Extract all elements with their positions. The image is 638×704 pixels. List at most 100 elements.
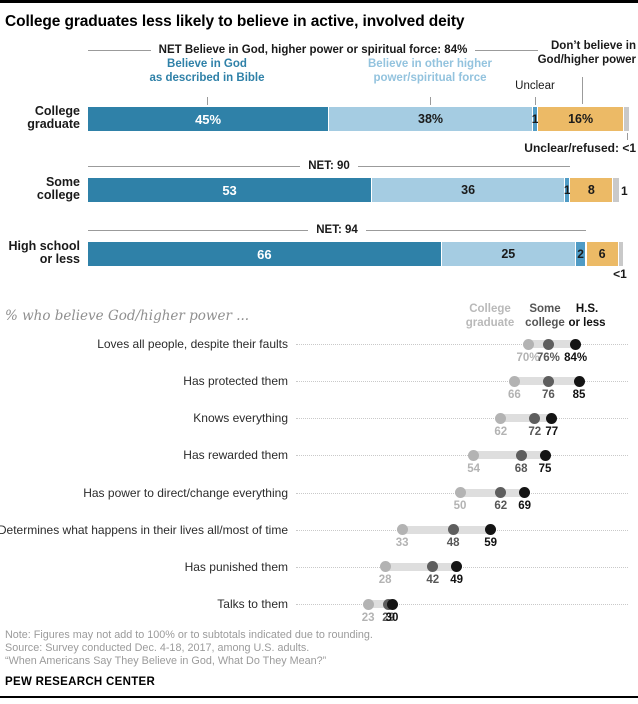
data-dot-value-label: 70% — [516, 351, 540, 364]
bar-segment-unclear-refused — [618, 242, 624, 266]
bar-segment-unclear-refused — [624, 107, 629, 131]
bar-segment-other-power: 25 — [441, 242, 576, 266]
net-label: NET: 90 — [308, 160, 350, 172]
legend-other-higher-power: Believe in other higher power/spiritual … — [368, 58, 492, 84]
data-dot-hs-or-less — [485, 524, 497, 536]
dot-row-label: Has rewarded them — [183, 448, 288, 463]
dot-row-leader-line — [296, 418, 628, 420]
bottom-rule — [0, 696, 638, 698]
legend-unclear: Unclear — [515, 80, 555, 92]
dot-row-label: Loves all people, despite their faults — [97, 337, 288, 351]
dot-connector — [460, 488, 525, 497]
column-header-college-graduate: College graduate — [465, 303, 515, 329]
bar-segment-unclear: 1 — [564, 178, 571, 202]
data-dot-hs-or-less — [570, 338, 582, 350]
net-label: NET: 94 — [316, 224, 358, 236]
data-dot-some-college — [427, 561, 439, 573]
dot-row-leader-line — [296, 455, 628, 457]
data-dot-hs-or-less — [386, 598, 398, 610]
bar-segment-dont-believe: 8 — [570, 178, 614, 202]
data-dot-college-graduate — [362, 598, 374, 610]
net-rule-right — [365, 229, 587, 231]
tick-bible-segment — [207, 97, 208, 105]
data-dot-some-college — [529, 412, 541, 424]
tick-unclear-refused-row1 — [627, 133, 628, 140]
data-dot-college-graduate — [454, 487, 466, 499]
data-dot-college-graduate — [508, 375, 520, 387]
bar-category-label: College graduate — [27, 104, 80, 131]
data-dot-value-label: 75 — [538, 462, 552, 475]
column-header-hs-or-less: H.S. or less — [568, 303, 606, 329]
bar-segment-bible: 53 — [88, 178, 373, 202]
dot-row-label: Has punished them — [184, 559, 288, 574]
dot-row-label: Has protected them — [183, 374, 288, 389]
net-rule-left — [88, 49, 151, 51]
data-dot-hs-or-less — [451, 561, 463, 573]
data-dot-value-label: 72 — [528, 425, 542, 438]
data-dot-value-label: 42 — [426, 574, 440, 587]
bar-segment-bible: 45% — [88, 107, 330, 131]
data-dot-value-label: 68 — [514, 462, 528, 475]
data-dot-value-label: 77 — [545, 425, 559, 438]
dot-row-leader-line — [296, 604, 628, 606]
page-title: College graduates less likely to believe… — [5, 13, 465, 30]
data-dot-value-label: 49 — [450, 574, 463, 587]
net-rule-right — [357, 165, 571, 167]
data-dot-college-graduate — [379, 561, 391, 573]
data-dot-college-graduate — [495, 412, 507, 424]
dot-connector — [385, 562, 457, 571]
net-rule-right — [475, 49, 538, 51]
data-dot-hs-or-less — [573, 375, 585, 387]
data-dot-hs-or-less — [546, 412, 558, 424]
data-dot-some-college — [542, 375, 554, 387]
data-dot-value-label: 84% — [564, 351, 588, 364]
tick-other-power-segment — [430, 97, 431, 105]
data-dot-value-label: 50 — [453, 500, 467, 513]
dot-row-leader-line — [296, 344, 628, 345]
bar-category-label: Some college — [36, 175, 80, 202]
footer-source: Source: Survey conducted Dec. 4-18, 2017… — [5, 642, 310, 654]
data-dot-college-graduate — [396, 524, 408, 536]
tick-unclear-segment — [535, 97, 536, 105]
top-rule — [0, 0, 638, 3]
data-dot-some-college — [542, 338, 554, 350]
data-dot-value-label: 28 — [378, 574, 392, 587]
data-dot-value-label: 29 — [382, 611, 395, 624]
net-rule-left — [88, 165, 301, 167]
unclear-refused-label-row3: <1 — [613, 267, 627, 281]
dotplot-section-title: % who believe God/higher power ... — [5, 308, 250, 324]
dot-row-leader-line — [296, 381, 628, 383]
data-dot-value-label: 85 — [572, 388, 586, 401]
footer-note: Note: Figures may not add to 100% or to … — [5, 629, 373, 641]
bar-segment-other-power: 38% — [329, 107, 533, 131]
data-dot-some-college — [515, 449, 527, 461]
data-dot-value-label: 62 — [494, 425, 508, 438]
dot-connector — [473, 451, 545, 460]
data-dot-hs-or-less — [519, 487, 531, 499]
bar-segment-unclear: 2 — [575, 242, 587, 266]
bar-category-label: High school or less — [8, 239, 80, 266]
unclear-refused-note-row1: Unclear/refused: <1 — [524, 141, 636, 155]
data-dot-college-graduate — [468, 449, 480, 461]
data-dot-value-label: 62 — [494, 500, 508, 513]
dot-connector — [500, 414, 552, 423]
footer-report-title: “When Americans Say They Believe in God,… — [5, 655, 327, 667]
unclear-refused-label-row2: 1 — [621, 184, 628, 198]
data-dot-value-label: 48 — [446, 537, 460, 550]
net-line-some-college: NET: 90 — [88, 159, 571, 173]
dot-connector — [402, 525, 491, 534]
dot-row-label: Has power to direct/change everything — [83, 485, 288, 500]
bar-segment-bible: 66 — [88, 242, 442, 266]
bar-segment-other-power: 36 — [372, 178, 566, 202]
column-header-some-college: Some college — [525, 303, 565, 329]
bar-segment-unclear: 1 — [532, 107, 538, 131]
data-dot-hs-or-less — [539, 449, 551, 461]
data-dot-value-label: 69 — [518, 500, 531, 513]
net-rule-left — [88, 229, 309, 231]
data-dot-value-label: 76% — [536, 351, 560, 364]
net-line-high-school: NET: 94 — [88, 223, 587, 237]
dot-connector — [368, 600, 392, 609]
